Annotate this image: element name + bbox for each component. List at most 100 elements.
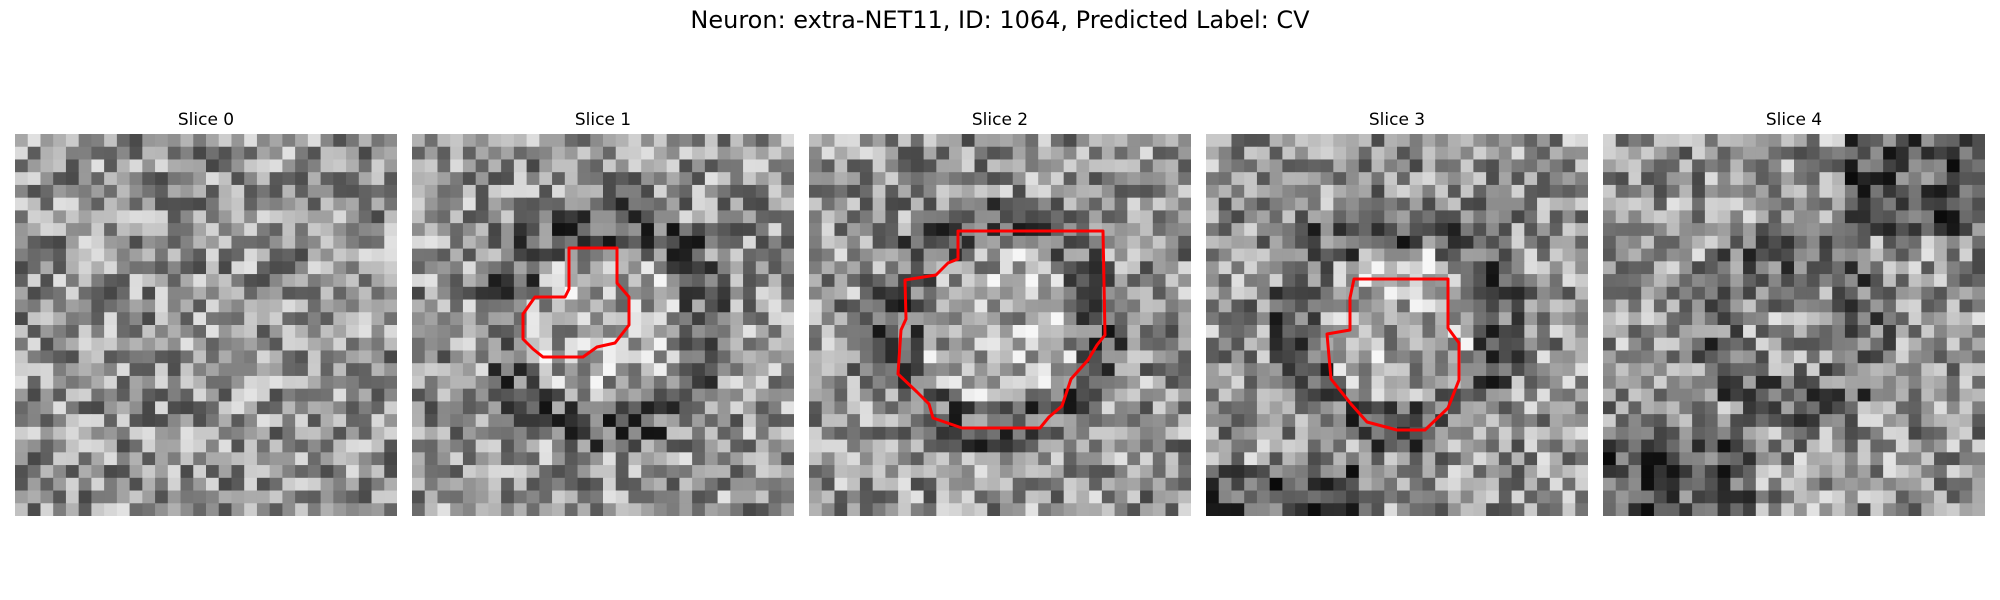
pixel <box>1498 312 1512 326</box>
pixel <box>412 350 426 364</box>
pixel <box>564 325 578 339</box>
pixel <box>974 274 988 288</box>
pixel <box>269 146 283 160</box>
pixel <box>1435 503 1449 516</box>
pixel <box>1549 452 1563 466</box>
pixel <box>1562 414 1576 428</box>
pixel <box>1730 146 1744 160</box>
pixel <box>1422 337 1436 351</box>
pixel <box>1346 465 1360 479</box>
pixel <box>1346 223 1360 237</box>
pixel <box>898 184 912 199</box>
pixel <box>859 426 874 440</box>
pixel <box>1537 325 1551 339</box>
pixel <box>167 274 181 288</box>
pixel <box>743 452 757 466</box>
pixel <box>475 197 489 211</box>
pixel <box>847 401 861 415</box>
pixel <box>1959 299 1973 313</box>
pixel <box>821 350 835 364</box>
pixel <box>1946 197 1960 211</box>
pixel <box>384 312 397 326</box>
pixel <box>1717 299 1731 313</box>
pixel <box>1653 337 1668 351</box>
pixel <box>1498 159 1512 173</box>
pixel <box>577 184 591 199</box>
pixel <box>1641 235 1655 249</box>
pixel <box>539 363 553 377</box>
pixel <box>1025 363 1039 377</box>
pixel <box>1959 477 1973 491</box>
pixel <box>1549 363 1563 377</box>
pixel <box>1295 286 1309 300</box>
pixel <box>1231 337 1245 351</box>
pixel <box>320 223 334 237</box>
pixel <box>488 172 502 186</box>
pixel <box>358 312 372 326</box>
pixel <box>384 299 397 313</box>
pixel <box>1781 197 1795 211</box>
pixel <box>1641 337 1655 351</box>
pixel <box>1755 452 1769 466</box>
pixel <box>692 363 706 377</box>
pixel <box>1140 503 1154 516</box>
pixel <box>603 261 617 275</box>
pixel <box>1768 134 1782 148</box>
pixel <box>615 235 629 249</box>
pixel <box>1000 197 1014 211</box>
pixel <box>949 325 963 339</box>
pixel <box>1806 325 1820 339</box>
pixel <box>501 248 515 262</box>
pixel <box>27 325 41 339</box>
pixel <box>53 172 67 186</box>
pixel <box>1244 210 1258 224</box>
pixel <box>142 337 156 351</box>
pixel <box>462 414 477 428</box>
pixel <box>412 299 426 313</box>
pixel <box>155 503 169 516</box>
pixel <box>1333 401 1347 415</box>
pixel <box>1562 248 1576 262</box>
pixel <box>501 325 515 339</box>
pixel <box>653 503 668 516</box>
pixel <box>1908 363 1922 377</box>
pixel <box>1844 363 1859 377</box>
pixel <box>269 312 283 326</box>
pixel <box>564 210 578 224</box>
pixel <box>1498 414 1512 428</box>
pixel <box>1857 452 1871 466</box>
pixel <box>1333 134 1347 148</box>
pixel <box>1972 375 1985 390</box>
pixel <box>1409 286 1423 300</box>
pixel <box>513 312 527 326</box>
pixel <box>781 439 794 453</box>
pixel <box>1256 210 1271 224</box>
pixel <box>1282 388 1296 402</box>
pixel <box>1704 134 1718 148</box>
pixel <box>104 388 118 402</box>
pixel <box>15 248 29 262</box>
pixel <box>346 363 360 377</box>
pixel <box>821 503 835 516</box>
pixel <box>717 375 731 390</box>
pixel <box>193 146 207 160</box>
pixel <box>65 490 80 504</box>
pixel <box>1946 146 1960 160</box>
pixel <box>577 439 591 453</box>
pixel <box>513 363 527 377</box>
pixel <box>193 388 207 402</box>
pixel <box>1895 439 1909 453</box>
pixel <box>1895 312 1909 326</box>
pixel <box>475 159 489 173</box>
pixel <box>333 414 347 428</box>
pixel <box>1486 452 1500 466</box>
pixel <box>641 465 655 479</box>
pixel <box>641 248 655 262</box>
pixel <box>1870 503 1884 516</box>
pixel <box>590 146 604 160</box>
pixel <box>1857 286 1871 300</box>
pixel <box>53 439 67 453</box>
pixel <box>1549 490 1563 504</box>
pixel <box>1704 261 1718 275</box>
pixel <box>104 350 118 364</box>
